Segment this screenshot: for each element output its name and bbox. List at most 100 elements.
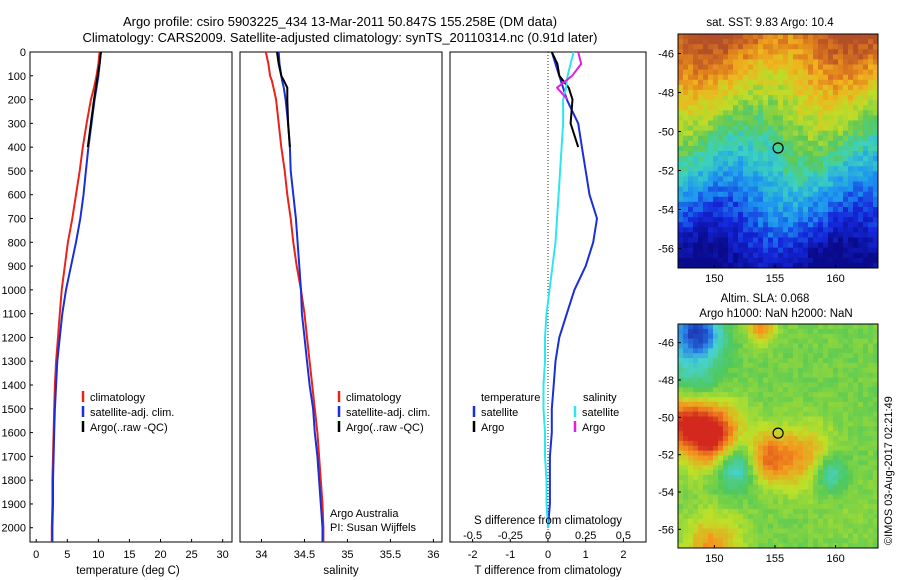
heatmap-cell: [748, 140, 754, 147]
heatmap-cell: [868, 465, 874, 471]
heatmap-cell: [768, 89, 774, 96]
heatmap-cell: [758, 426, 764, 432]
heatmap-cell: [843, 115, 849, 121]
heatmap-cell: [808, 145, 814, 152]
heatmap-cell: [788, 518, 794, 525]
heatmap-cell: [823, 333, 829, 340]
heatmap-cell: [753, 504, 759, 510]
heatmap-cell: [753, 470, 759, 476]
heatmap-cell: [748, 372, 754, 378]
heatmap-cell: [718, 186, 724, 193]
heatmap-cell: [773, 362, 779, 369]
heatmap-cell: [828, 156, 834, 162]
heatmap-cell: [803, 247, 809, 254]
heatmap-cell: [808, 125, 814, 132]
heatmap-cell: [708, 186, 714, 193]
heatmap-cell: [688, 338, 694, 344]
heatmap-cell: [778, 504, 784, 510]
heatmap-cell: [708, 110, 714, 116]
heatmap-cell: [748, 494, 754, 500]
heatmap-cell: [843, 528, 849, 534]
heatmap-cell: [793, 257, 799, 264]
heatmap-cell: [843, 59, 849, 65]
heatmap-cell: [798, 39, 804, 45]
heatmap-cell: [713, 528, 719, 534]
heatmap-cell: [818, 465, 824, 471]
heatmap-cell: [848, 533, 854, 539]
heatmap-cell: [733, 348, 739, 354]
heatmap-cell: [678, 232, 684, 238]
heatmap-cell: [868, 232, 874, 238]
heatmap-cell: [853, 171, 859, 177]
heatmap-cell: [783, 324, 789, 330]
legend-label: climatology: [346, 392, 402, 404]
heatmap-cell: [873, 186, 879, 193]
heatmap-cell: [858, 74, 864, 81]
heatmap-cell: [693, 436, 699, 442]
heatmap-cell: [698, 125, 704, 132]
heatmap-cell: [823, 382, 829, 388]
heatmap-cell: [763, 257, 769, 264]
heatmap-cell: [738, 479, 744, 486]
heatmap-cell: [728, 426, 734, 432]
heatmap-cell: [778, 44, 784, 50]
heatmap-cell: [838, 262, 844, 269]
heatmap-cell: [733, 362, 739, 369]
heatmap-cell: [748, 201, 754, 208]
heatmap-cell: [773, 343, 779, 349]
heatmap-cell: [803, 125, 809, 132]
heatmap-cell: [798, 333, 804, 340]
heatmap-cell: [693, 105, 699, 111]
heatmap-cell: [808, 504, 814, 510]
heatmap-cell: [683, 100, 689, 106]
heatmap-cell: [678, 474, 684, 481]
heatmap-cell: [818, 338, 824, 344]
heatmap-cell: [868, 436, 874, 442]
heatmap-cell: [753, 140, 759, 147]
heatmap-cell: [678, 421, 684, 427]
heatmap-cell: [728, 181, 734, 188]
heatmap-cell: [783, 377, 789, 383]
heatmap-cell: [808, 212, 814, 218]
heatmap-cell: [863, 382, 869, 388]
heatmap-cell: [703, 426, 709, 432]
heatmap-cell: [833, 84, 839, 91]
heatmap-cell: [703, 262, 709, 269]
heatmap-cell: [733, 115, 739, 121]
heatmap-cell: [758, 151, 764, 157]
heatmap-cell: [758, 377, 764, 383]
heatmap-cell: [833, 450, 839, 456]
heatmap-cell: [793, 440, 799, 447]
heatmap-cell: [873, 74, 879, 81]
heatmap-cell: [798, 421, 804, 427]
heatmap-cell: [693, 69, 699, 76]
heatmap-cell: [803, 518, 809, 525]
heatmap-cell: [778, 237, 784, 243]
heatmap-cell: [863, 479, 869, 486]
heatmap-cell: [858, 247, 864, 254]
heatmap-cell: [808, 59, 814, 65]
heatmap-cell: [813, 382, 819, 388]
temperature-lines: [50, 51, 102, 542]
heatmap-cell: [748, 392, 754, 398]
heatmap-cell: [838, 191, 844, 198]
heatmap-cell: [733, 436, 739, 442]
heatmap-cell: [863, 509, 869, 515]
heatmap-cell: [778, 176, 784, 182]
heatmap-cell: [833, 79, 839, 86]
heatmap-cell: [713, 421, 719, 427]
heatmap-cell: [833, 445, 839, 452]
heatmap-cell: [718, 95, 724, 101]
heatmap-cell: [713, 367, 719, 374]
heatmap-cell: [858, 186, 864, 193]
heatmap-cell: [818, 372, 824, 378]
heatmap-cell: [703, 518, 709, 525]
heatmap-cell: [848, 543, 854, 549]
heatmap-cell: [873, 156, 879, 162]
heatmap-cell: [778, 470, 784, 476]
heatmap-cell: [718, 227, 724, 233]
heatmap-cell: [733, 455, 739, 461]
heatmap-cell: [703, 416, 709, 422]
heatmap-cell: [803, 367, 809, 374]
heatmap-cell: [828, 372, 834, 378]
